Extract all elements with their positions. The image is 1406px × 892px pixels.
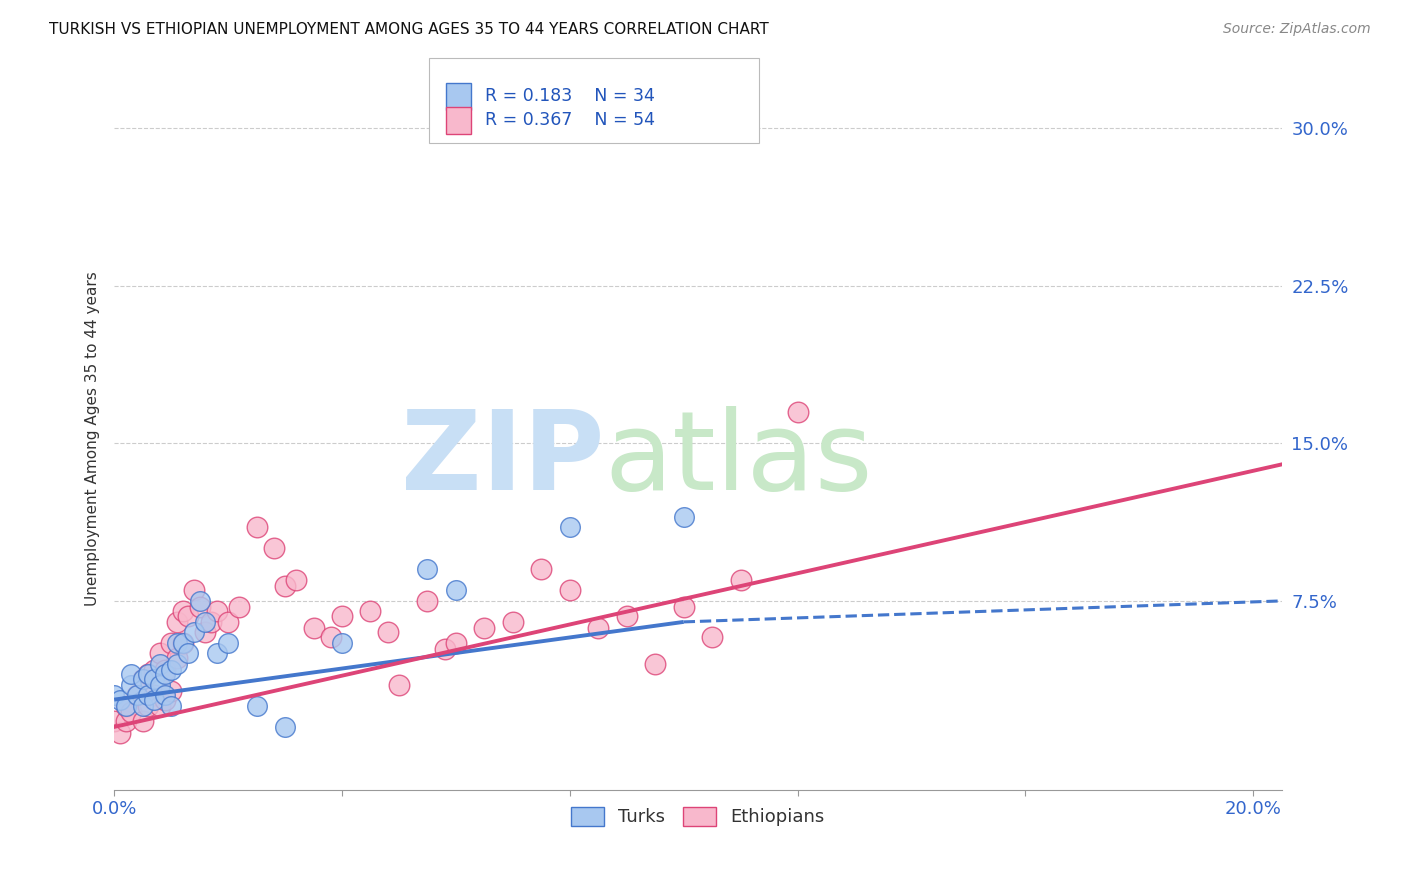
Point <box>138 689 160 703</box>
Point <box>131 672 153 686</box>
Point <box>444 636 467 650</box>
Point <box>149 657 172 671</box>
Point <box>433 642 456 657</box>
Point <box>143 689 166 703</box>
Point <box>131 672 153 686</box>
Point <box>120 705 142 719</box>
Point <box>155 667 177 681</box>
Point <box>194 625 217 640</box>
Point <box>138 667 160 681</box>
Point <box>730 573 752 587</box>
Point <box>474 621 496 635</box>
Y-axis label: Unemployment Among Ages 35 to 44 years: Unemployment Among Ages 35 to 44 years <box>86 271 100 606</box>
Point <box>194 615 217 629</box>
Point <box>108 692 131 706</box>
Point <box>183 625 205 640</box>
Point <box>502 615 524 629</box>
Point <box>125 689 148 703</box>
Point <box>160 698 183 713</box>
Text: ZIP: ZIP <box>401 406 605 513</box>
Point <box>114 714 136 728</box>
Point <box>702 630 724 644</box>
Legend: Turks, Ethiopians: Turks, Ethiopians <box>564 800 832 834</box>
Point <box>155 689 177 703</box>
Point <box>177 608 200 623</box>
Point <box>143 672 166 686</box>
Point <box>131 714 153 728</box>
Point <box>672 600 695 615</box>
Point <box>172 636 194 650</box>
Point <box>114 698 136 713</box>
Point <box>149 678 172 692</box>
Text: R = 0.367    N = 54: R = 0.367 N = 54 <box>485 112 655 129</box>
Point <box>588 621 610 635</box>
Point <box>786 405 808 419</box>
Point <box>359 604 381 618</box>
Point <box>416 594 439 608</box>
Point <box>558 583 581 598</box>
Point <box>160 684 183 698</box>
Point <box>200 615 222 629</box>
Point <box>245 698 267 713</box>
Point <box>120 667 142 681</box>
Point <box>155 663 177 677</box>
Point <box>138 698 160 713</box>
Point <box>558 520 581 534</box>
Point <box>205 647 228 661</box>
Point <box>172 636 194 650</box>
Point <box>274 720 297 734</box>
Text: R = 0.183    N = 34: R = 0.183 N = 34 <box>485 87 655 105</box>
Point <box>302 621 325 635</box>
Point <box>177 647 200 661</box>
Point <box>108 726 131 740</box>
Point <box>160 663 183 677</box>
Point <box>131 698 153 713</box>
Point <box>114 698 136 713</box>
Point <box>672 509 695 524</box>
Point <box>444 583 467 598</box>
Point <box>103 689 125 703</box>
Point <box>388 678 411 692</box>
Point <box>228 600 250 615</box>
Point <box>263 541 285 556</box>
Point <box>188 594 211 608</box>
Point <box>149 698 172 713</box>
Point <box>120 678 142 692</box>
Point <box>166 636 188 650</box>
Point <box>245 520 267 534</box>
Point <box>319 630 342 644</box>
Point <box>644 657 666 671</box>
Text: atlas: atlas <box>605 406 873 513</box>
Point <box>143 663 166 677</box>
Point <box>616 608 638 623</box>
Point <box>285 573 308 587</box>
Point <box>330 636 353 650</box>
Point <box>183 583 205 598</box>
Point <box>166 657 188 671</box>
Point <box>155 692 177 706</box>
Point <box>205 604 228 618</box>
Point <box>377 625 399 640</box>
Point <box>188 600 211 615</box>
Text: TURKISH VS ETHIOPIAN UNEMPLOYMENT AMONG AGES 35 TO 44 YEARS CORRELATION CHART: TURKISH VS ETHIOPIAN UNEMPLOYMENT AMONG … <box>49 22 769 37</box>
Point <box>143 692 166 706</box>
Point <box>160 636 183 650</box>
Point <box>217 615 239 629</box>
Point <box>530 562 553 576</box>
Point <box>274 579 297 593</box>
Point <box>103 714 125 728</box>
Point <box>166 650 188 665</box>
Point <box>330 608 353 623</box>
Point <box>172 604 194 618</box>
Point <box>416 562 439 576</box>
Text: Source: ZipAtlas.com: Source: ZipAtlas.com <box>1223 22 1371 37</box>
Point <box>138 667 160 681</box>
Point <box>166 615 188 629</box>
Point <box>217 636 239 650</box>
Point <box>149 647 172 661</box>
Point <box>125 689 148 703</box>
